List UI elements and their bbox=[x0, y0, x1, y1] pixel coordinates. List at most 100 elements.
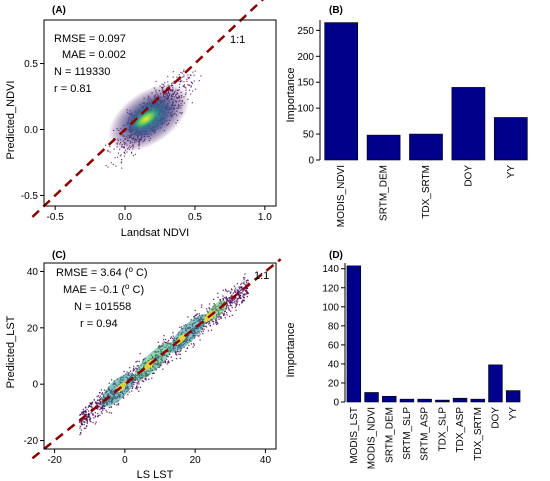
density-point bbox=[193, 343, 195, 345]
density-point bbox=[176, 354, 178, 356]
panel-a-plot-frame bbox=[43, 19, 277, 207]
density-point bbox=[108, 382, 110, 384]
density-point bbox=[200, 304, 203, 306]
density-point bbox=[107, 150, 109, 153]
density-point bbox=[137, 380, 140, 383]
panel-c-density-cloud bbox=[79, 273, 250, 436]
y-tick-label: 250 bbox=[297, 26, 314, 37]
density-point bbox=[180, 81, 182, 83]
density-point bbox=[190, 75, 192, 77]
density-point bbox=[93, 417, 95, 419]
density-point bbox=[185, 350, 187, 353]
density-point bbox=[236, 303, 238, 305]
density-point bbox=[187, 74, 189, 76]
density-point bbox=[192, 71, 194, 73]
panel-c-plot-frame bbox=[43, 262, 277, 450]
density-point bbox=[237, 289, 239, 291]
density-point bbox=[131, 372, 133, 375]
density-point bbox=[88, 410, 90, 412]
density-point bbox=[168, 353, 170, 355]
density-point bbox=[170, 356, 172, 358]
density-point bbox=[158, 366, 161, 368]
density-point bbox=[172, 335, 174, 337]
density-point bbox=[191, 102, 193, 104]
density-point bbox=[99, 405, 101, 408]
x-tick-label: SRTM_DEM bbox=[379, 165, 390, 221]
density-point bbox=[135, 386, 138, 388]
density-point bbox=[79, 414, 81, 416]
bar bbox=[399, 398, 415, 403]
panel-a-one-to-one-label: 1:1 bbox=[230, 34, 245, 46]
x-tick-label: -0.5 bbox=[47, 212, 65, 223]
density-point bbox=[164, 82, 166, 84]
density-point bbox=[183, 81, 185, 83]
density-point bbox=[94, 401, 97, 404]
panel-a-label: (A) bbox=[52, 5, 66, 16]
density-point bbox=[98, 396, 101, 399]
density-point bbox=[121, 167, 123, 169]
density-point bbox=[238, 297, 240, 299]
density-point bbox=[188, 344, 190, 347]
density-point bbox=[132, 365, 135, 368]
density-point bbox=[160, 364, 162, 366]
density-point bbox=[99, 414, 101, 416]
density-point bbox=[194, 314, 197, 317]
density-point bbox=[178, 74, 180, 76]
density-point bbox=[210, 329, 213, 331]
density-point bbox=[155, 369, 157, 371]
density-point bbox=[141, 380, 143, 382]
density-point bbox=[152, 372, 154, 375]
density-point bbox=[230, 300, 232, 303]
bar bbox=[435, 399, 450, 403]
panel-a-stat-line: RMSE = 0.097 bbox=[54, 33, 126, 45]
x-tick-label: 0.0 bbox=[118, 212, 132, 223]
density-point bbox=[206, 310, 208, 312]
density-point bbox=[223, 314, 226, 316]
density-point bbox=[201, 328, 203, 330]
density-point bbox=[85, 412, 87, 414]
density-point bbox=[228, 315, 231, 318]
density-point bbox=[109, 145, 111, 148]
density-point bbox=[205, 308, 208, 310]
density-point bbox=[226, 298, 228, 301]
x-tick-label: TDX_SRTM bbox=[421, 165, 432, 219]
density-point bbox=[186, 347, 189, 349]
density-point bbox=[236, 298, 238, 300]
density-point bbox=[200, 306, 203, 308]
density-point bbox=[84, 409, 87, 412]
density-point bbox=[162, 361, 164, 364]
density-point bbox=[97, 415, 100, 417]
panel-c-stat-line: r = 0.94 bbox=[80, 318, 118, 330]
density-point bbox=[245, 280, 248, 282]
bar bbox=[452, 397, 468, 403]
density-point bbox=[207, 323, 210, 325]
density-point bbox=[101, 409, 104, 411]
panel-a-x-ticks: -0.5 0.0 0.5 1.0 bbox=[47, 206, 272, 223]
density-point bbox=[181, 72, 183, 74]
panel-c-x-ticks: -20 0 20 40 bbox=[47, 449, 271, 466]
density-point bbox=[81, 413, 84, 415]
density-point bbox=[171, 337, 174, 340]
density-point bbox=[187, 316, 189, 318]
density-point bbox=[175, 352, 177, 355]
density-point bbox=[234, 297, 236, 300]
density-point bbox=[183, 84, 185, 86]
density-point bbox=[136, 367, 138, 370]
density-point bbox=[80, 420, 82, 422]
density-point bbox=[82, 411, 84, 413]
density-point bbox=[228, 308, 230, 310]
density-point bbox=[80, 422, 82, 425]
density-point bbox=[128, 371, 130, 374]
density-point bbox=[238, 304, 241, 306]
density-point bbox=[187, 84, 189, 86]
density-point bbox=[240, 288, 243, 291]
density-point bbox=[243, 293, 245, 295]
density-point bbox=[229, 310, 232, 312]
density-point bbox=[171, 359, 173, 362]
density-point bbox=[171, 82, 173, 84]
density-point bbox=[119, 155, 121, 157]
density-point bbox=[243, 299, 245, 301]
density-point bbox=[193, 74, 195, 76]
panel-a-x-axis-label: Landsat NDVI bbox=[121, 227, 189, 239]
